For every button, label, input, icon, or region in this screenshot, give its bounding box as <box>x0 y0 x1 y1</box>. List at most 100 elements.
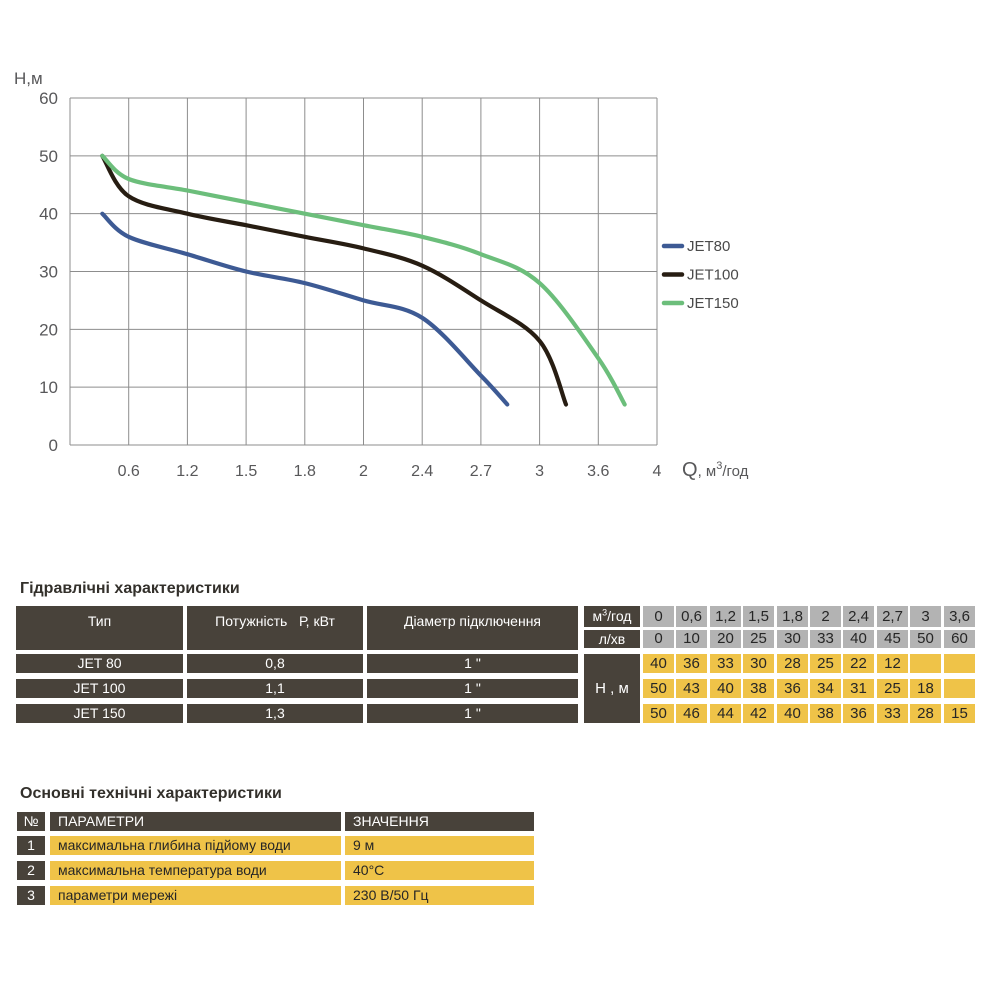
head-value-0-6: 22 <box>843 654 874 673</box>
series-JET100-curve <box>100 153 569 407</box>
hydraulics-power-0: 0,8 <box>187 654 363 673</box>
hydraulics-header-0: Тип <box>16 606 183 650</box>
head-value-2-4: 40 <box>777 704 808 723</box>
head-value-2-0: 50 <box>643 704 674 723</box>
series-JET80-curve <box>100 211 510 407</box>
hydraulics-type-0: JET 80 <box>16 654 183 673</box>
flow-lmin-9: 60 <box>944 630 975 648</box>
x-tick-label: 1.8 <box>294 463 316 480</box>
legend-label: JET150 <box>687 295 739 312</box>
x-tick-label: 1.5 <box>235 463 257 480</box>
tech-row-num-0: 1 <box>17 836 45 855</box>
pump-performance-chart: 0 10 20 30 40 50 60 Н,м 0.6 1.2 1.5 1.8 2 2.4 2.7 3 3.6 4… <box>14 69 749 481</box>
head-value-2-7: 33 <box>877 704 908 723</box>
flow-m3h-5: 2 <box>810 606 841 627</box>
head-value-1-8: 18 <box>910 679 941 698</box>
series-JET150-curve <box>100 153 627 407</box>
head-value-2-5: 38 <box>810 704 841 723</box>
tech-row-num-2: 3 <box>17 886 45 905</box>
tech-header-param: ПАРАМЕТРИ <box>50 812 341 831</box>
y-tick-label: 20 <box>39 320 58 339</box>
head-value-2-8: 28 <box>910 704 941 723</box>
legend-item-JET100: JET100 <box>661 267 739 284</box>
y-tick-label: 60 <box>39 89 58 108</box>
head-value-1-9 <box>944 679 975 698</box>
y-tick-label: 30 <box>39 263 58 282</box>
flow-unit-part: 3 <box>602 607 608 618</box>
hydraulics-title: Гідравлічні характеристики <box>20 580 240 597</box>
x-tick-label: 2.4 <box>411 463 433 480</box>
head-value-2-2: 44 <box>710 704 741 723</box>
flow-lmin-3: 25 <box>743 630 774 648</box>
tech-row-value-1: 40°С <box>345 861 534 880</box>
legend-label: JET80 <box>687 238 730 255</box>
tech-row-param-0: максимальна глибина підйому води <box>50 836 341 855</box>
tech-title: Основні технічні характеристики <box>20 785 282 802</box>
x-tick-label: 2 <box>359 463 368 480</box>
head-unit-label: Н , м <box>584 654 640 723</box>
head-value-0-4: 28 <box>777 654 808 673</box>
flow-m3h-7: 2,7 <box>877 606 908 627</box>
y-tick-label: 10 <box>39 378 58 397</box>
flow-lmin-0: 0 <box>643 630 674 648</box>
head-value-0-3: 30 <box>743 654 774 673</box>
tech-row-param-1: максимальна температура води <box>50 861 341 880</box>
flow-m3h-9: 3,6 <box>944 606 975 627</box>
flow-m3h-6: 2,4 <box>843 606 874 627</box>
tech-row-num-1: 2 <box>17 861 45 880</box>
tech-row-param-2: параметри мережі <box>50 886 341 905</box>
tech-row-value-0: 9 м <box>345 836 534 855</box>
hydraulics-header-2: Діаметр підключення <box>367 606 578 650</box>
flow-lmin-2: 20 <box>710 630 741 648</box>
x-axis-title: Q, м3/год <box>682 459 749 481</box>
flow-unit-part: /год <box>607 608 632 624</box>
head-value-2-9: 15 <box>944 704 975 723</box>
hydraulics-diameter-2: 1 " <box>367 704 578 723</box>
head-value-1-2: 40 <box>710 679 741 698</box>
flow-lmin-5: 33 <box>810 630 841 648</box>
head-value-1-1: 43 <box>676 679 707 698</box>
flow-lmin-7: 45 <box>877 630 908 648</box>
flow-unit-m3h-label: м3/год <box>584 606 640 627</box>
head-value-1-0: 50 <box>643 679 674 698</box>
x-tick-label: 1.2 <box>176 463 198 480</box>
head-value-1-5: 34 <box>810 679 841 698</box>
flow-lmin-1: 10 <box>676 630 707 648</box>
head-value-0-0: 40 <box>643 654 674 673</box>
flow-m3h-8: 3 <box>910 606 941 627</box>
hydraulics-type-2: JET 150 <box>16 704 183 723</box>
x-axis-ticks: 0.6 1.2 1.5 1.8 2 2.4 2.7 3 3.6 4 <box>118 463 662 480</box>
flow-m3h-0: 0 <box>643 606 674 627</box>
flow-m3h-3: 1,5 <box>743 606 774 627</box>
flow-m3h-4: 1,8 <box>777 606 808 627</box>
flow-lmin-8: 50 <box>910 630 941 648</box>
flow-m3h-2: 1,2 <box>710 606 741 627</box>
flow-m3h-1: 0,6 <box>676 606 707 627</box>
hydraulics-power-2: 1,3 <box>187 704 363 723</box>
legend-item-JET150: JET150 <box>661 295 739 312</box>
hydraulics-type-1: JET 100 <box>16 679 183 698</box>
hydraulics-power-1: 1,1 <box>187 679 363 698</box>
legend-label: JET100 <box>687 267 739 284</box>
x-tick-label: 0.6 <box>118 463 140 480</box>
head-value-0-9 <box>944 654 975 673</box>
y-tick-label: 0 <box>49 436 58 455</box>
head-value-1-7: 25 <box>877 679 908 698</box>
head-value-1-4: 36 <box>777 679 808 698</box>
hydraulics-diameter-0: 1 " <box>367 654 578 673</box>
head-value-2-6: 36 <box>843 704 874 723</box>
hydraulics-header-1: Потужність Р, кВт <box>187 606 363 650</box>
head-value-2-1: 46 <box>676 704 707 723</box>
tech-row-value-2: 230 В/50 Гц <box>345 886 534 905</box>
y-axis-title: Н,м <box>14 69 43 88</box>
flow-unit-part: м <box>592 608 603 624</box>
x-tick-label: 4 <box>653 463 662 480</box>
head-value-2-3: 42 <box>743 704 774 723</box>
flow-unit-lmin-label: л/хв <box>584 630 640 648</box>
head-value-0-8 <box>910 654 941 673</box>
x-tick-label: 2.7 <box>470 463 492 480</box>
chart-legend: JET80 JET100 JET150 <box>661 238 739 312</box>
flow-lmin-4: 30 <box>777 630 808 648</box>
head-value-1-3: 38 <box>743 679 774 698</box>
